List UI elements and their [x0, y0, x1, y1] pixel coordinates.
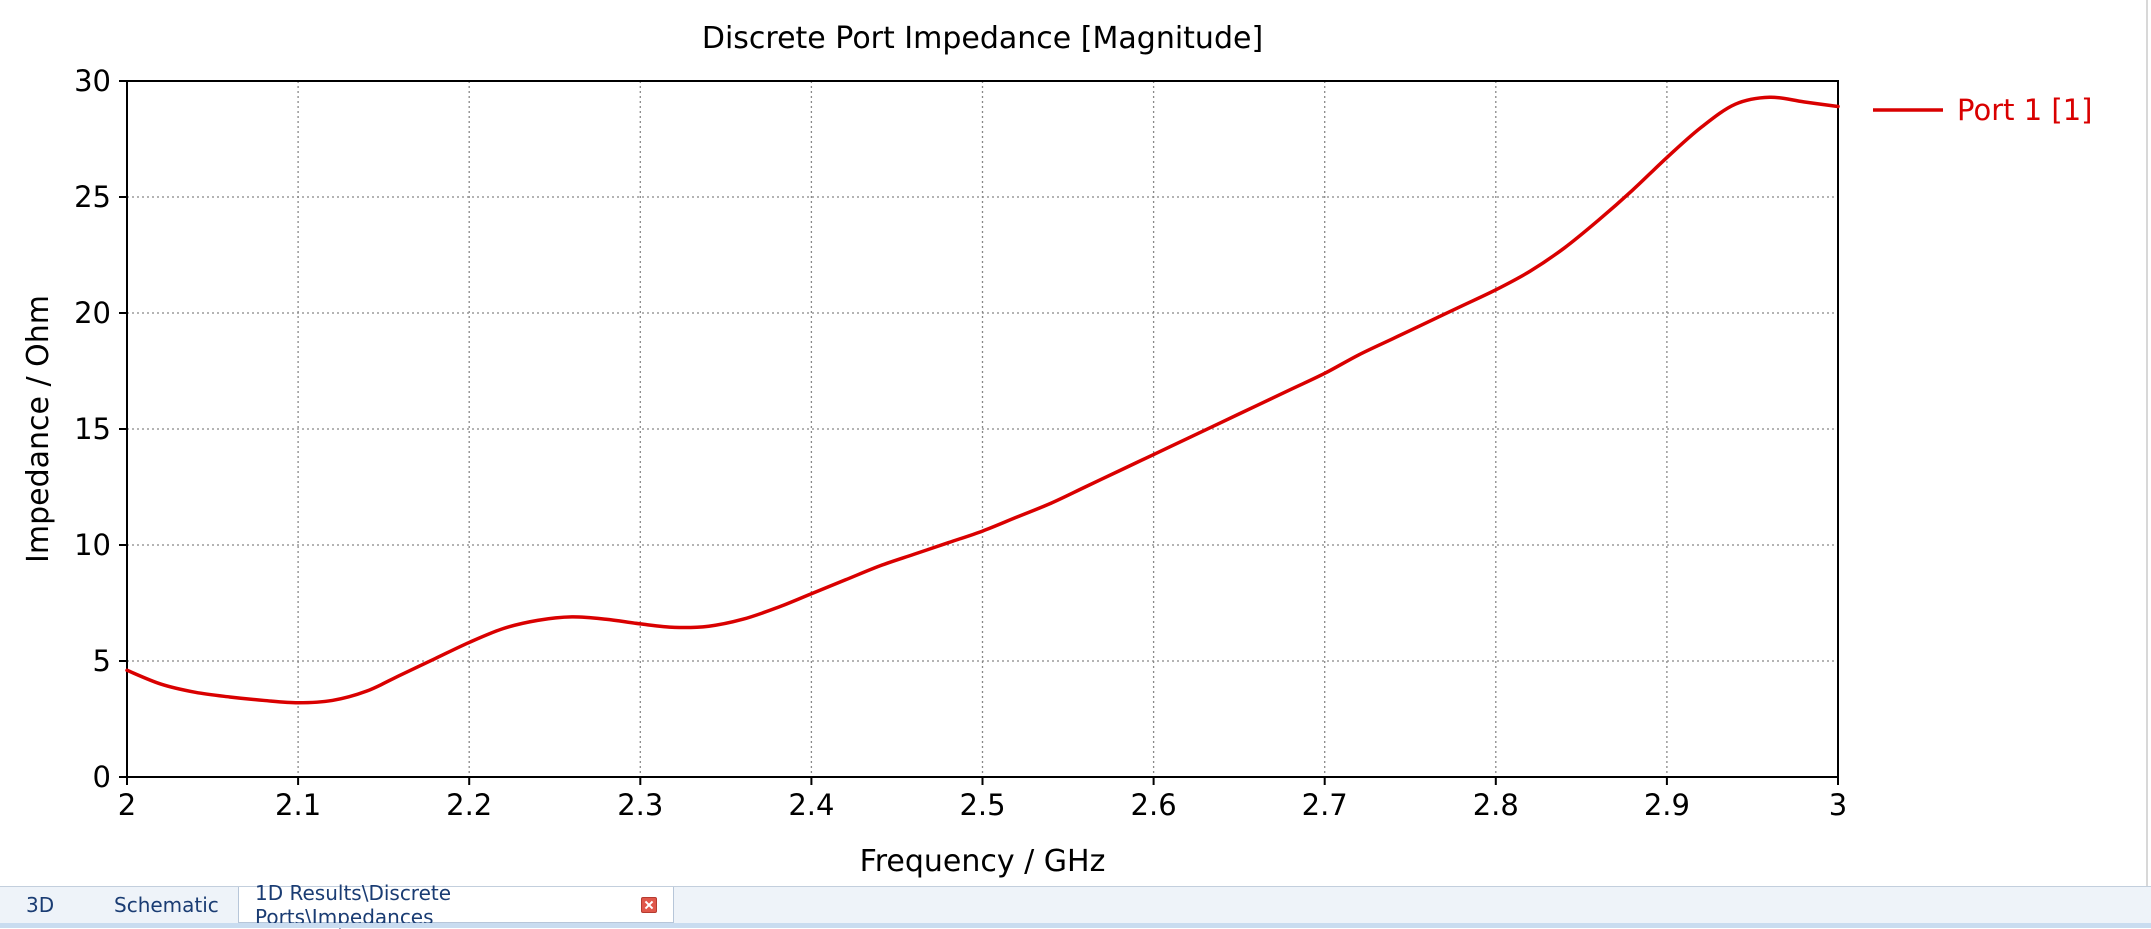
- x-tick-label: 2.8: [1473, 788, 1519, 822]
- tab-3d[interactable]: 3D: [10, 887, 70, 923]
- y-axis-label: Impedance / Ohm: [21, 295, 56, 563]
- legend-label: Port 1 [1]: [1957, 93, 2092, 127]
- grid-lines: [127, 81, 1838, 777]
- axis-ticks: 2 2.1 2.2 2.3 2.4 2.5 2.6 2.7 2.8 2.9 305101520253…: [74, 64, 1847, 822]
- y-tick-label: 20: [74, 296, 111, 330]
- y-tick-label: 15: [74, 412, 111, 446]
- window-divider: [2146, 0, 2148, 886]
- tab-3d-label: 3D: [26, 893, 55, 917]
- tab-schematic[interactable]: Schematic: [98, 887, 235, 923]
- y-tick-label: 5: [93, 644, 111, 678]
- x-tick-label: 2.6: [1131, 788, 1177, 822]
- impedance-chart: Discrete Port Impedance [Magnitude] 2 2.1…: [21, 21, 2092, 879]
- x-axis-label: Frequency / GHz: [860, 844, 1106, 879]
- x-tick-label: 3: [1829, 788, 1847, 822]
- legend: Port 1 [1]: [1873, 93, 2092, 127]
- close-icon[interactable]: [641, 896, 657, 913]
- y-tick-label: 10: [74, 528, 111, 562]
- tab-schematic-label: Schematic: [114, 893, 219, 917]
- series-layer: [125, 95, 1840, 705]
- tab-impedances-label: 1D Results\Discrete Ports\Impedances: [255, 880, 452, 929]
- x-tick-label: 2.2: [446, 788, 492, 822]
- y-tick-label: 25: [74, 180, 111, 214]
- plot-window: Discrete Port Impedance [Magnitude] 2 2.1…: [21, 0, 2148, 886]
- y-tick-label: 0: [93, 760, 111, 794]
- x-tick-label: 2.3: [617, 788, 663, 822]
- tab-impedances[interactable]: 1D Results\Discrete Ports\Impedances: [238, 881, 674, 929]
- x-tick-label: 2.9: [1644, 788, 1690, 822]
- result-tab-bar: 3D Schematic 1D Results\Discrete Ports\I…: [0, 881, 2151, 929]
- y-tick-label: 30: [74, 64, 111, 98]
- tab-bar-underline: [0, 923, 2151, 928]
- x-tick-label: 2.1: [275, 788, 321, 822]
- x-tick-label: 2.4: [788, 788, 834, 822]
- x-tick-label: 2: [118, 788, 136, 822]
- series-line-port-1: [125, 95, 1840, 705]
- chart-title: Discrete Port Impedance [Magnitude]: [702, 21, 1263, 56]
- x-tick-label: 2.5: [959, 788, 1005, 822]
- x-tick-label: 2.7: [1302, 788, 1348, 822]
